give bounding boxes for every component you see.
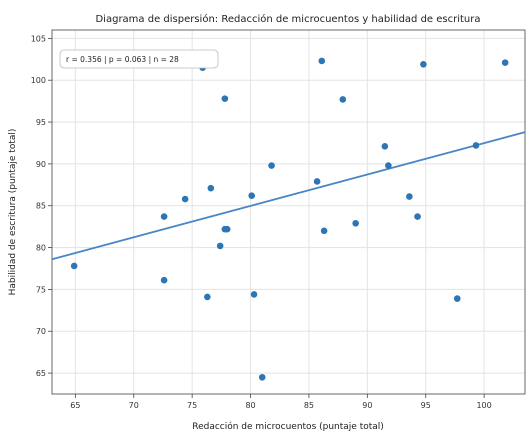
plot-frame xyxy=(51,29,526,395)
x-tick-label: 95 xyxy=(421,401,431,410)
data-point xyxy=(313,178,321,185)
y-tick-label: 85 xyxy=(36,202,46,211)
data-point xyxy=(221,95,229,102)
grid-lines xyxy=(52,30,525,394)
data-point xyxy=(250,291,258,298)
data-point xyxy=(339,96,347,103)
y-tick-label: 100 xyxy=(31,76,46,85)
y-tick-label: 90 xyxy=(36,160,46,169)
y-tick-label: 70 xyxy=(36,327,46,336)
y-tick-label: 105 xyxy=(31,34,46,43)
data-point xyxy=(248,192,256,199)
data-point xyxy=(472,142,480,149)
data-point xyxy=(181,195,189,203)
data-point xyxy=(223,225,231,233)
data-point xyxy=(381,143,389,150)
y-tick-label: 75 xyxy=(36,285,46,294)
data-point xyxy=(70,262,78,270)
x-tick-label: 70 xyxy=(129,401,139,410)
x-tick-label: 85 xyxy=(304,401,314,410)
data-points xyxy=(70,57,509,381)
data-point xyxy=(320,227,328,235)
regression-line xyxy=(51,131,526,261)
data-point xyxy=(204,293,211,301)
y-tick-label: 80 xyxy=(36,244,46,253)
x-tick-label: 100 xyxy=(476,401,491,410)
data-point xyxy=(258,373,266,381)
x-tick-label: 65 xyxy=(70,401,80,410)
x-tick-label: 75 xyxy=(187,401,197,410)
x-tick-label: 90 xyxy=(362,401,372,410)
data-point xyxy=(501,59,509,66)
x-axis-label: Redacción de microcuentos (puntaje total… xyxy=(192,421,384,432)
stats-text: r = 0.356 | p = 0.063 | n = 28 xyxy=(66,55,179,64)
y-tick-label: 95 xyxy=(36,118,46,127)
data-point xyxy=(207,184,215,192)
data-point xyxy=(352,219,359,227)
data-point xyxy=(160,276,168,284)
axis-ticks: 65 70 75 80 85 90 95 100 65 70 75 80 85 90 95 100 105 xyxy=(31,34,492,410)
x-tick-label: 80 xyxy=(245,401,255,410)
chart-title: Diagrama de dispersión: Redacción de mic… xyxy=(95,13,480,25)
data-point xyxy=(420,61,427,68)
stats-box: r = 0.356 | p = 0.063 | n = 28 xyxy=(59,49,219,69)
data-point xyxy=(216,242,224,250)
y-tick-label: 65 xyxy=(36,369,46,378)
data-point xyxy=(318,57,326,65)
y-axis-label: Habilidad de escritura (puntaje total) xyxy=(8,129,18,296)
data-point xyxy=(385,162,392,169)
data-point xyxy=(453,295,461,302)
data-point xyxy=(268,162,275,169)
data-point xyxy=(160,213,168,220)
data-point xyxy=(406,193,413,200)
regression-line-group xyxy=(51,131,526,261)
data-point xyxy=(414,213,421,220)
